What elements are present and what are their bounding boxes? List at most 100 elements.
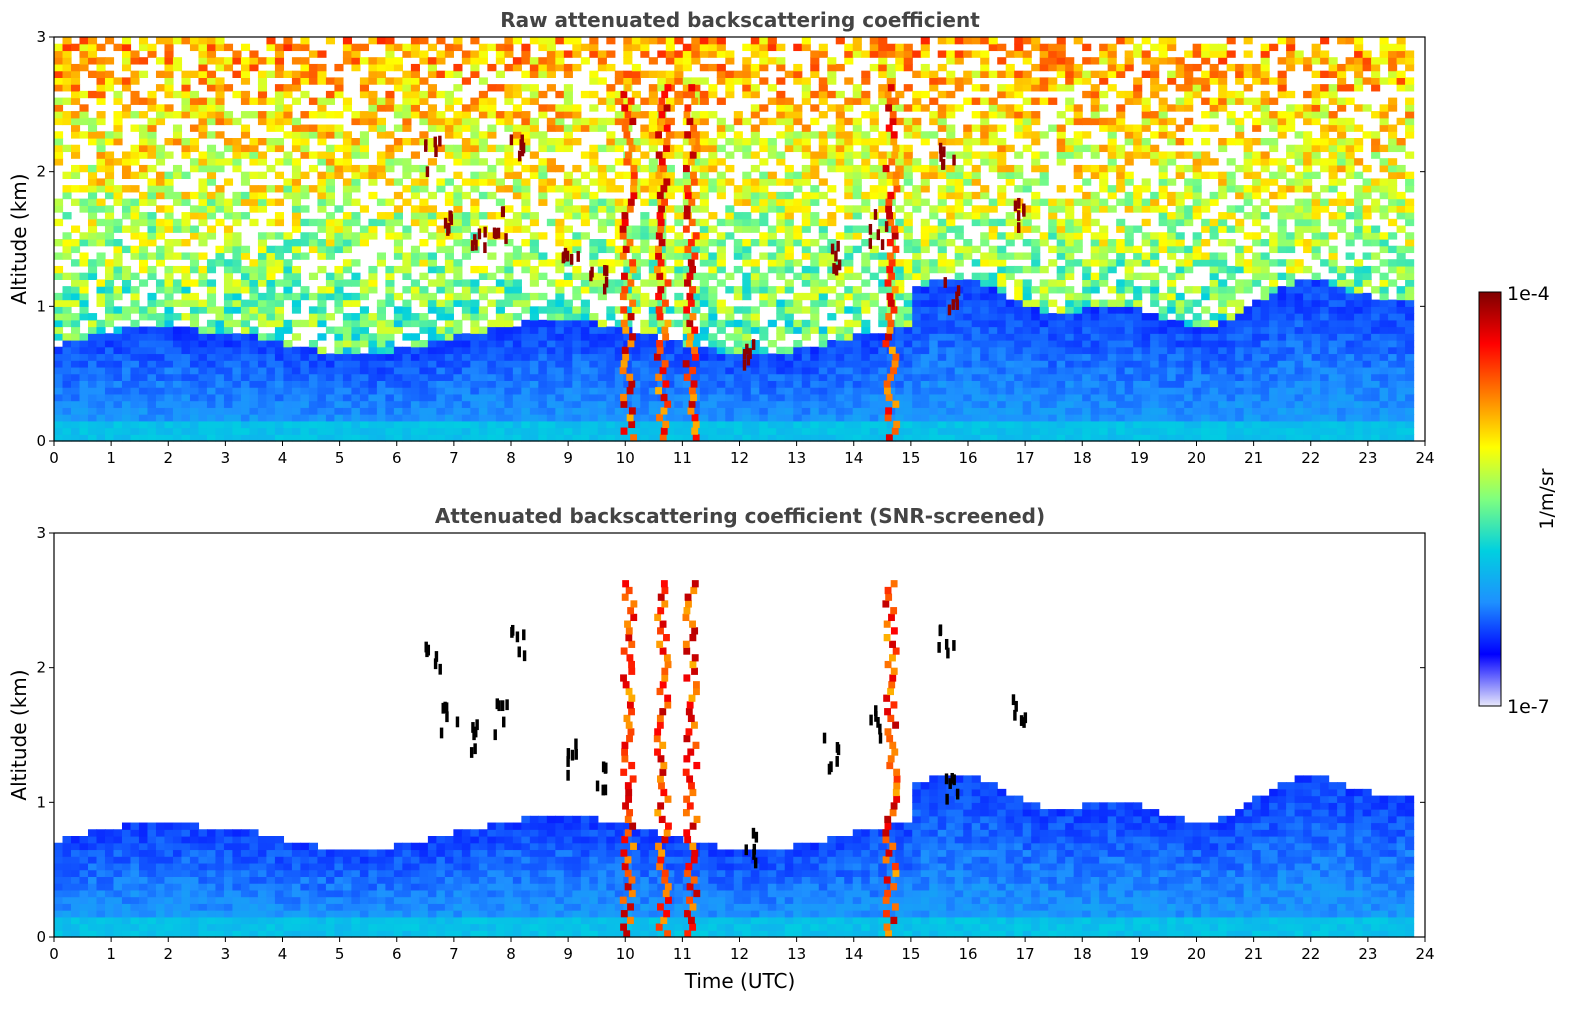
heatmap-cell (937, 313, 947, 321)
heatmap-cell (393, 400, 403, 408)
heatmap-cell (172, 131, 183, 139)
heatmap-cell (87, 366, 98, 375)
heatmap-cell (317, 252, 327, 260)
heatmap-cell (427, 380, 437, 388)
heatmap-cell (189, 144, 200, 153)
heatmap-cell (767, 84, 777, 92)
heatmap-cell (504, 366, 514, 375)
heatmap-cell (606, 239, 616, 247)
heatmap-cell (699, 205, 709, 213)
heatmap-cell (215, 340, 225, 348)
heatmap-cell (317, 380, 327, 388)
heatmap-cell (181, 366, 191, 375)
heatmap-cell (606, 131, 616, 139)
heatmap-cell (470, 198, 480, 206)
heatmap-cell (410, 292, 420, 301)
heatmap-cell (546, 299, 556, 307)
heatmap-cell (614, 185, 624, 193)
heatmap-cell (96, 158, 106, 166)
heatmap-cell (538, 414, 548, 422)
heatmap-cell (291, 158, 302, 166)
heatmap-cell (317, 185, 327, 193)
heatmap-cell (971, 400, 981, 408)
heatmap-cell (784, 286, 794, 294)
heatmap-cell (359, 131, 369, 139)
heatmap-cell (232, 346, 242, 355)
heatmap-cell (1014, 252, 1024, 260)
heatmap-cell (257, 259, 268, 267)
heatmap-cell (368, 427, 378, 435)
heatmap-cell (419, 373, 429, 381)
heatmap-cell (402, 138, 412, 146)
heatmap-cell (784, 97, 794, 105)
heatmap-cell (87, 326, 98, 334)
heatmap-cell (181, 84, 191, 92)
heatmap-cell (546, 420, 556, 429)
heatmap-cell (810, 50, 820, 58)
heatmap-cell (181, 434, 191, 442)
heatmap-cell (997, 218, 1007, 227)
heatmap-cell (300, 63, 310, 72)
heatmap-cell (206, 380, 217, 388)
heatmap-cell (368, 171, 378, 179)
heatmap-cell (96, 259, 106, 267)
heatmap-cell (920, 232, 930, 240)
panel-raw: Raw attenuated backscattering coefficien… (7, 8, 1435, 467)
heatmap-cell (878, 400, 888, 408)
heatmap-cell (827, 286, 837, 294)
heatmap-cell (963, 70, 973, 78)
heatmap-cell (835, 232, 845, 240)
heatmap-cell (606, 84, 616, 92)
heatmap-cell (546, 218, 556, 227)
heatmap-cell (529, 239, 539, 247)
heatmap-cell (113, 393, 123, 402)
heatmap-cell (903, 212, 913, 220)
heatmap-cell (529, 319, 539, 328)
heatmap-cell (623, 77, 633, 85)
heatmap-cell (708, 387, 718, 395)
heatmap-cell (750, 37, 760, 45)
heatmap-cell (512, 111, 522, 119)
heatmap-cell (283, 340, 293, 348)
heatmap-cell (402, 420, 412, 429)
heatmap-cell (393, 414, 403, 422)
heatmap-cell (963, 212, 973, 220)
heatmap-cell (988, 353, 998, 361)
heatmap-cell (835, 205, 845, 213)
heatmap-cell (929, 259, 939, 267)
heatmap-cell (266, 414, 276, 422)
heatmap-cell (419, 340, 429, 348)
heatmap-cell (997, 306, 1007, 314)
heatmap-cell (963, 393, 973, 402)
heatmap-cell (767, 205, 777, 213)
heatmap-cell (971, 178, 981, 186)
heatmap-cell (1014, 373, 1024, 381)
heatmap-cell (257, 138, 268, 146)
heatmap-cell (699, 218, 709, 227)
heatmap-cell (274, 138, 285, 146)
heatmap-cell (597, 63, 607, 72)
heatmap-cell (300, 407, 310, 415)
heatmap-cell (376, 333, 386, 341)
heatmap-cell (54, 265, 64, 274)
heatmap-cell (291, 265, 302, 274)
heatmap-cell (291, 353, 302, 361)
heatmap-cell (393, 212, 403, 220)
heatmap-cell (402, 164, 412, 173)
heatmap-cell (470, 70, 480, 78)
heatmap-cell (62, 400, 72, 408)
heatmap-cell (691, 77, 701, 85)
heatmap-cell (606, 333, 616, 341)
heatmap-cell (155, 326, 166, 334)
heatmap-cell (801, 239, 811, 247)
heatmap-cell (716, 239, 726, 247)
heatmap-cell (342, 239, 353, 247)
heatmap-cell (444, 407, 454, 415)
heatmap-cell (861, 360, 871, 368)
heatmap-cell (818, 299, 828, 307)
heatmap-cell (954, 259, 964, 267)
heatmap-cell (291, 272, 302, 280)
heatmap-cell (810, 158, 820, 166)
heatmap-cell (206, 279, 217, 287)
heatmap-cell (376, 77, 386, 85)
